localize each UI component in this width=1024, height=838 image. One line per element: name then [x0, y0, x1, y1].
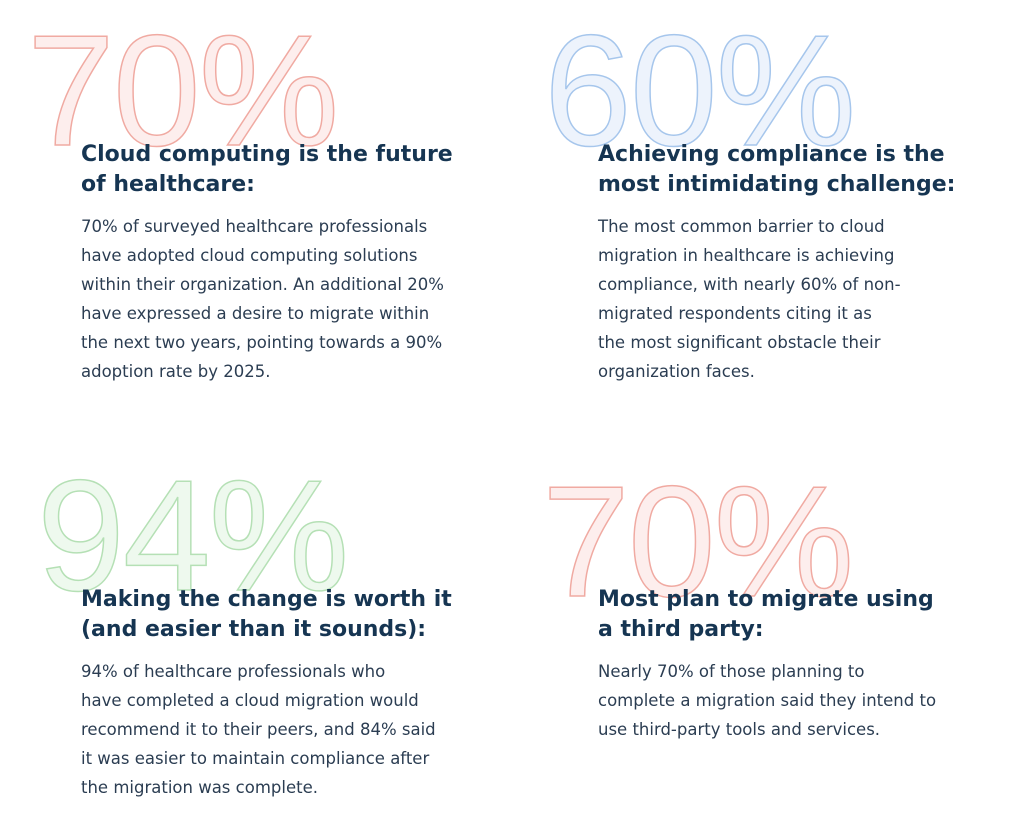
heading-line: most intimidating challenge: [598, 172, 956, 197]
body-line: Nearly 70% of those planning to [598, 662, 865, 681]
card-heading: Making the change is worth it (and easier… [81, 585, 501, 645]
body-line: migrated respondents citing it as [598, 304, 872, 323]
body-line: 94% of healthcare professionals who [81, 662, 386, 681]
stat-card: 60% Achieving compliance is the most intim… [543, 11, 1018, 386]
body-line: recommend it to their peers, and 84% sai… [81, 720, 436, 739]
body-line: complete a migration said they intend to [598, 691, 937, 710]
body-line: compliance, with nearly 60% of non- [598, 275, 901, 294]
body-line: it was easier to maintain compliance aft… [81, 749, 430, 768]
card-heading: Cloud computing is the future of healthca… [81, 140, 501, 200]
card-heading: Achieving compliance is the most intimida… [598, 140, 1018, 200]
body-line: 70% of surveyed healthcare professionals [81, 217, 428, 236]
body-line: adoption rate by 2025. [81, 362, 271, 381]
body-line: organization faces. [598, 362, 755, 381]
heading-line: Most plan to migrate using [598, 587, 934, 612]
card-body: Nearly 70% of those planning to complete … [598, 657, 1018, 744]
big-number: 60% [543, 3, 857, 179]
card-body: 94% of healthcare professionals who have … [81, 657, 501, 802]
stat-card: 70% Cloud computing is the future of healt… [26, 11, 501, 386]
card-body: 70% of surveyed healthcare professionals… [81, 212, 501, 386]
body-line: The most common barrier to cloud [598, 217, 885, 236]
heading-line: Achieving compliance is the [598, 142, 945, 167]
body-line: the next two years, pointing towards a 9… [81, 333, 443, 352]
big-number: 94% [36, 448, 350, 624]
big-number: 70% [541, 454, 855, 630]
heading-line: (and easier than it sounds): [81, 617, 427, 642]
card-body: The most common barrier to cloud migratio… [598, 212, 1018, 386]
heading-line: Making the change is worth it [81, 587, 452, 612]
body-line: the most significant obstacle their [598, 333, 881, 352]
body-line: have completed a cloud migration would [81, 691, 419, 710]
heading-line: Cloud computing is the future [81, 142, 453, 167]
heading-line: a third party: [598, 617, 764, 642]
big-number: 70% [26, 3, 340, 179]
body-line: use third-party tools and services. [598, 720, 881, 739]
body-line: migration in healthcare is achieving [598, 246, 895, 265]
body-line: the migration was complete. [81, 778, 318, 797]
body-line: have adopted cloud computing solutions [81, 246, 418, 265]
heading-line: of healthcare: [81, 172, 255, 197]
body-line: within their organization. An additional… [81, 275, 444, 294]
stat-card: 94% Making the change is worth it (and eas… [36, 456, 501, 802]
stat-card: 70% Most plan to migrate using a third par… [541, 462, 1018, 744]
body-line: have expressed a desire to migrate withi… [81, 304, 430, 323]
card-heading: Most plan to migrate using a third party: [598, 585, 1018, 645]
